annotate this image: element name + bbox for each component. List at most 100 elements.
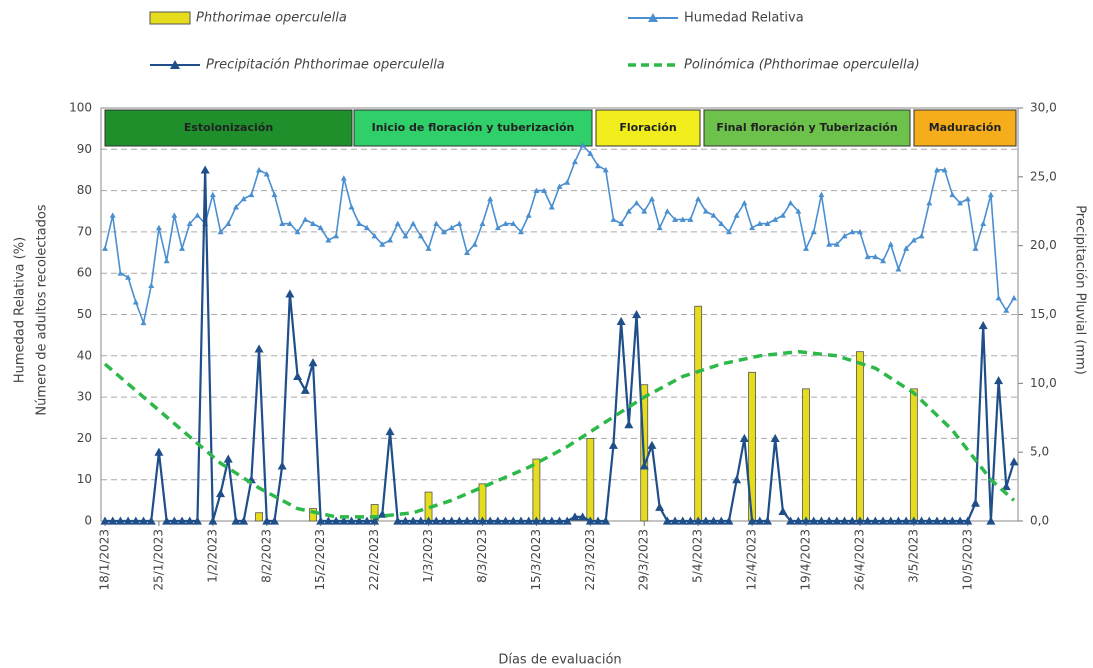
marker <box>477 516 487 525</box>
marker <box>393 516 403 525</box>
marker <box>739 433 749 442</box>
marker <box>932 516 942 525</box>
marker <box>995 294 1002 301</box>
x-tick-label: 15/3/2023 <box>529 529 543 591</box>
phase-box <box>595 109 701 147</box>
marker <box>171 212 178 218</box>
marker <box>1009 457 1019 466</box>
marker <box>115 516 125 525</box>
marker <box>664 208 671 214</box>
marker <box>978 321 988 330</box>
marker <box>972 245 979 251</box>
marker <box>447 516 457 525</box>
marker <box>232 204 239 210</box>
marker <box>501 516 511 525</box>
marker <box>293 371 303 381</box>
x-tick-label: 8/2/2023 <box>259 529 273 583</box>
marker <box>100 516 110 525</box>
y-tick-label: 20 <box>77 431 92 445</box>
marker <box>695 195 702 202</box>
marker <box>146 516 156 525</box>
y-axis-title: Humedad Relativa (%) <box>13 237 28 383</box>
marker <box>448 224 455 231</box>
marker <box>747 516 757 525</box>
marker <box>878 516 888 525</box>
phase-box <box>913 109 1017 147</box>
marker <box>886 516 896 525</box>
marker <box>433 220 440 227</box>
marker <box>294 228 301 235</box>
marker <box>709 516 719 525</box>
y-tick-label: 60 <box>77 266 92 280</box>
marker <box>909 516 919 525</box>
marker <box>179 245 186 251</box>
marker <box>354 516 364 525</box>
marker <box>370 516 380 525</box>
marker <box>217 228 224 235</box>
marker <box>256 166 263 173</box>
marker <box>641 208 648 214</box>
phase-label: Estolonización <box>184 121 273 134</box>
marker <box>832 516 842 525</box>
marker <box>970 498 980 507</box>
marker <box>833 241 840 247</box>
marker <box>117 270 124 276</box>
marker <box>262 516 272 525</box>
y2-tick-label: 0,0 <box>1030 514 1049 528</box>
legend-label: Polinómica (Phthorimae operculella) <box>684 58 920 73</box>
marker <box>408 516 418 525</box>
marker <box>340 175 347 181</box>
marker <box>508 516 518 525</box>
marker <box>316 516 326 525</box>
bar <box>532 458 541 522</box>
phase-box <box>353 109 593 147</box>
x-tick-label: 5/4/2023 <box>691 529 705 583</box>
marker <box>656 224 663 231</box>
marker <box>487 195 494 202</box>
marker <box>479 220 486 227</box>
marker <box>786 516 796 525</box>
marker <box>579 142 586 148</box>
marker <box>263 171 270 177</box>
y-tick-label: 80 <box>77 183 92 197</box>
marker <box>502 220 509 227</box>
legend-marker <box>648 13 658 22</box>
marker <box>123 516 133 525</box>
x-tick-label: 19/4/2023 <box>799 529 813 591</box>
marker <box>994 376 1004 385</box>
marker <box>462 516 472 525</box>
marker <box>864 253 871 260</box>
marker <box>416 516 426 525</box>
marker <box>539 516 549 525</box>
marker <box>849 228 856 235</box>
marker <box>456 220 463 227</box>
marker <box>271 191 278 198</box>
marker <box>524 516 534 525</box>
trend-line <box>103 349 1016 519</box>
x-axis-title: Días de evaluación <box>498 653 621 668</box>
marker <box>323 516 333 525</box>
marker <box>756 220 763 227</box>
x-tick-label: 1/2/2023 <box>205 529 219 583</box>
marker <box>893 516 903 525</box>
marker <box>870 516 880 525</box>
y2-tick-label: 30,0 <box>1030 101 1057 115</box>
marker <box>125 274 132 280</box>
y-tick-label: 40 <box>77 348 92 362</box>
y2-tick-label: 15,0 <box>1030 307 1057 321</box>
marker <box>610 216 617 222</box>
marker <box>687 216 694 222</box>
marker <box>702 208 709 214</box>
bar <box>255 512 263 522</box>
y-tick-label: 70 <box>77 224 92 238</box>
legend-label: Precipitación Phthorimae operculella <box>206 58 445 73</box>
y2-tick-label: 20,0 <box>1030 238 1057 252</box>
marker <box>810 228 817 235</box>
x-tick-label: 22/2/2023 <box>367 529 381 591</box>
x-tick-label: 1/3/2023 <box>421 529 435 583</box>
marker <box>949 191 956 198</box>
marker <box>856 228 863 235</box>
marker <box>333 233 340 239</box>
marker <box>231 516 241 525</box>
